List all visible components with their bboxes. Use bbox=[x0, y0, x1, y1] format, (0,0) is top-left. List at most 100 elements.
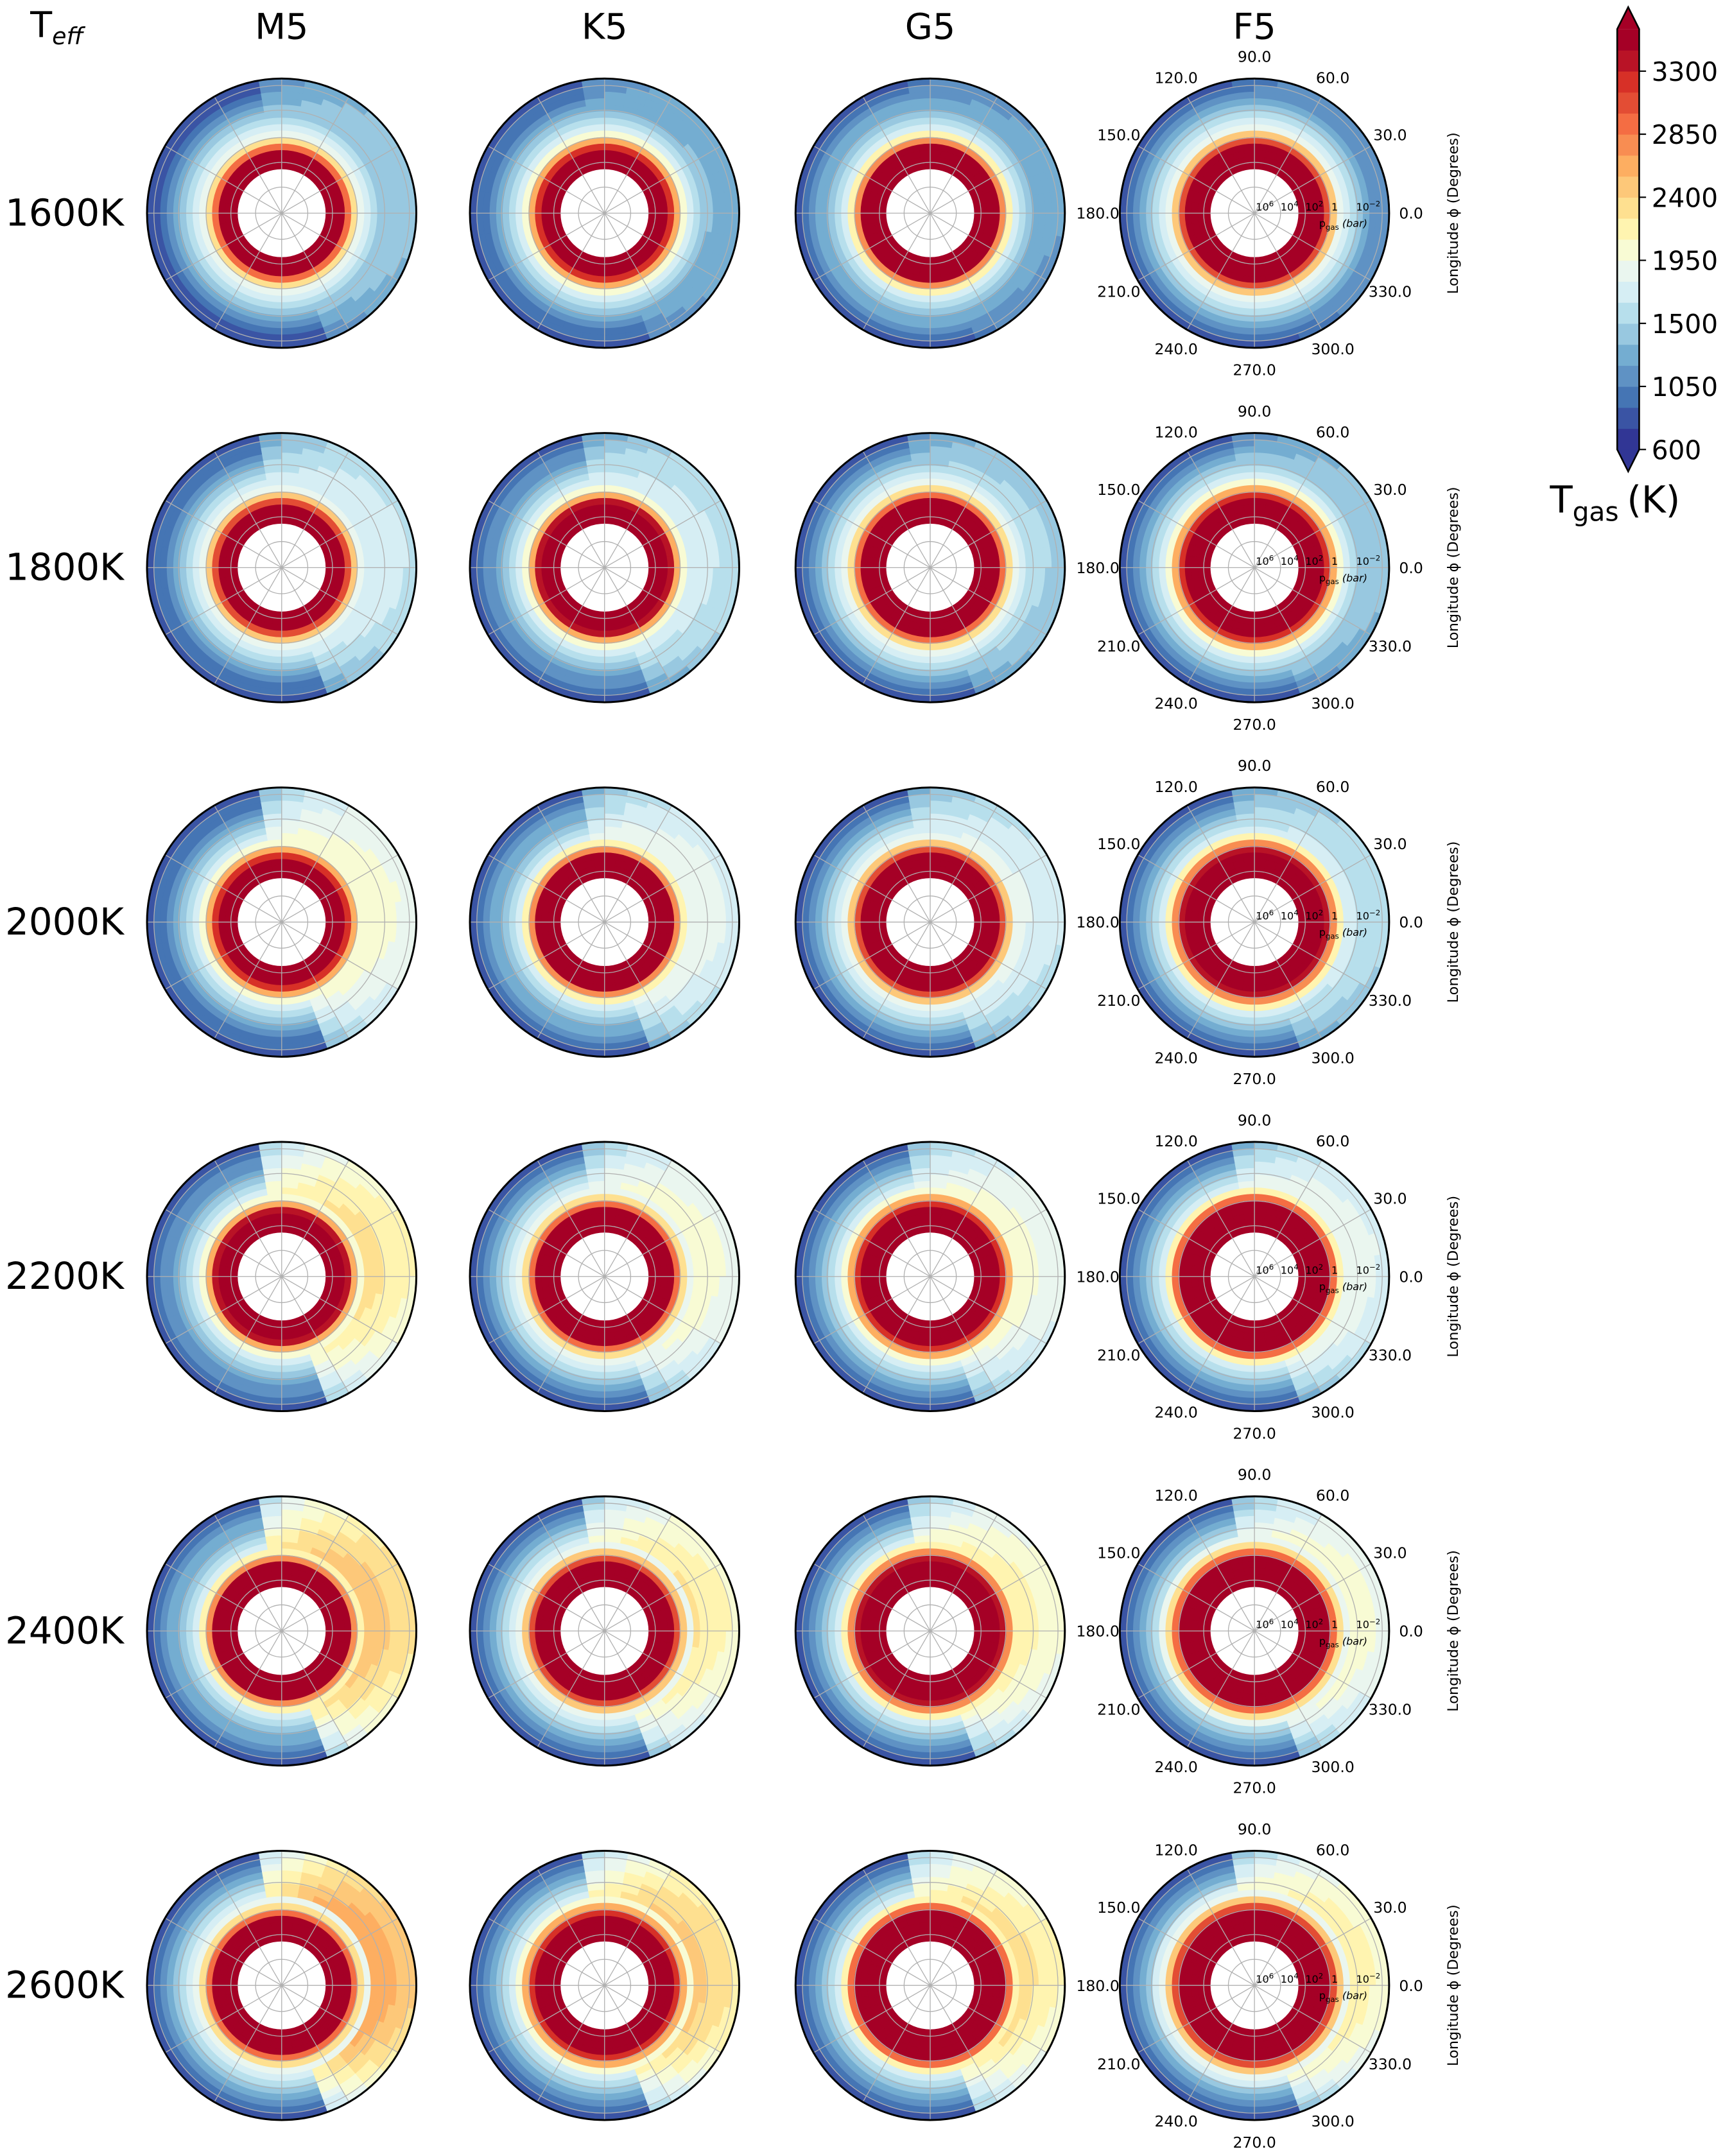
contour-cell bbox=[337, 910, 345, 922]
contour-cell bbox=[921, 517, 931, 525]
contour-cell bbox=[985, 202, 994, 214]
polar-panel bbox=[469, 77, 741, 349]
angular-tick-label: 0.0 bbox=[1399, 559, 1423, 577]
contour-cell bbox=[866, 556, 875, 568]
angular-tick-label: 210.0 bbox=[1097, 283, 1140, 301]
contour-cell bbox=[343, 567, 352, 580]
contour-cell bbox=[281, 858, 293, 867]
contour-cell bbox=[281, 497, 295, 506]
contour-cell bbox=[1254, 149, 1266, 158]
contour-cell bbox=[604, 497, 618, 506]
angular-tick-label: 180.0 bbox=[1076, 205, 1119, 223]
contour-cell bbox=[866, 202, 875, 214]
contour-cell bbox=[647, 558, 655, 568]
contour-cell bbox=[666, 567, 675, 580]
contour-cell bbox=[541, 567, 549, 579]
angular-tick-label: 150.0 bbox=[1097, 126, 1140, 144]
contour-cell bbox=[1245, 256, 1255, 264]
contour-cell bbox=[270, 978, 282, 986]
contour-cell bbox=[604, 610, 614, 619]
contour-cell bbox=[866, 567, 875, 579]
contour-cell bbox=[269, 142, 282, 151]
polar-panel bbox=[146, 77, 418, 349]
contour-cell bbox=[553, 203, 562, 214]
contour-cell bbox=[534, 922, 542, 935]
contour-cell bbox=[1204, 558, 1212, 568]
contour-cell bbox=[230, 567, 239, 577]
contour-cell bbox=[666, 910, 675, 922]
contour-cell bbox=[604, 517, 614, 525]
contour-cell bbox=[879, 558, 888, 568]
contour-cell bbox=[218, 556, 226, 568]
contour-cell bbox=[1310, 212, 1319, 225]
contour-cell bbox=[1243, 268, 1255, 277]
contour-cell bbox=[272, 256, 282, 264]
contour-cell bbox=[930, 268, 942, 277]
contour-cell bbox=[1190, 556, 1199, 568]
polar-panel: 0.030.060.090.0120.0150.0180.0210.0240.0… bbox=[1076, 402, 1461, 734]
contour-cell bbox=[269, 984, 282, 992]
contour-cell bbox=[281, 275, 295, 284]
contour-cell bbox=[270, 858, 282, 867]
contour-cell bbox=[1310, 567, 1319, 579]
angular-tick-label: 300.0 bbox=[1311, 694, 1354, 712]
contour-cell bbox=[281, 623, 293, 632]
contour-cell bbox=[218, 212, 226, 225]
contour-cell bbox=[281, 142, 295, 151]
row-label: 2600K bbox=[5, 1963, 125, 2006]
contour-cell bbox=[919, 504, 931, 512]
contour-cell bbox=[218, 910, 226, 922]
contour-cell bbox=[1254, 275, 1267, 284]
contour-cell bbox=[992, 567, 1001, 580]
contour-cell bbox=[343, 212, 352, 226]
contour-cell bbox=[666, 212, 675, 226]
column-headers: M5 K5 G5 F5 bbox=[255, 6, 1276, 47]
contour-cell bbox=[337, 922, 345, 934]
contour-cell bbox=[930, 504, 942, 512]
contour-cell bbox=[604, 149, 616, 158]
contour-cell bbox=[930, 610, 940, 619]
contour-cell bbox=[593, 623, 605, 632]
contour-cell bbox=[595, 871, 605, 879]
contour-cell bbox=[595, 965, 605, 973]
angular-tick-label: 120.0 bbox=[1154, 69, 1197, 87]
contour-cell bbox=[666, 922, 675, 935]
contour-cell bbox=[211, 212, 220, 226]
contour-cell bbox=[592, 275, 605, 284]
contour-cell bbox=[866, 212, 875, 225]
contour-cell bbox=[666, 200, 675, 214]
contour-cell bbox=[647, 567, 655, 577]
contour-cell bbox=[553, 212, 562, 223]
contour-cell bbox=[270, 268, 282, 277]
contour-cell bbox=[1243, 149, 1255, 158]
contour-cell bbox=[973, 203, 982, 214]
contour-cell bbox=[592, 630, 605, 638]
contour-cell bbox=[985, 567, 994, 579]
contour-cell bbox=[593, 268, 605, 277]
contour-cell bbox=[1184, 555, 1193, 568]
contour-cell bbox=[860, 212, 869, 226]
contour-cell bbox=[992, 212, 1001, 226]
angular-tick-label: 30.0 bbox=[1373, 126, 1407, 144]
contour-cell bbox=[660, 556, 668, 568]
contour-cell bbox=[270, 504, 282, 512]
contour-cell bbox=[270, 623, 282, 632]
corner-label: Teff bbox=[30, 4, 85, 50]
contour-cell bbox=[1254, 497, 1267, 506]
contour-cell bbox=[1184, 212, 1193, 226]
contour-cell bbox=[218, 567, 226, 579]
angular-axis-label: Longitude ϕ (Degrees) bbox=[1445, 132, 1462, 294]
contour-cell bbox=[343, 910, 352, 922]
contour-cell bbox=[281, 978, 293, 986]
contour-cell bbox=[860, 200, 869, 214]
contour-cell bbox=[604, 275, 618, 284]
contour-cell bbox=[593, 504, 605, 512]
angular-tick-label: 330.0 bbox=[1369, 283, 1412, 301]
polar-panel bbox=[794, 77, 1066, 349]
contour-cell bbox=[985, 556, 994, 568]
column-header: F5 bbox=[1233, 6, 1276, 47]
contour-cell bbox=[343, 200, 352, 214]
contour-cell bbox=[281, 504, 293, 512]
contour-cell bbox=[1245, 610, 1255, 619]
contour-cell bbox=[660, 202, 668, 214]
